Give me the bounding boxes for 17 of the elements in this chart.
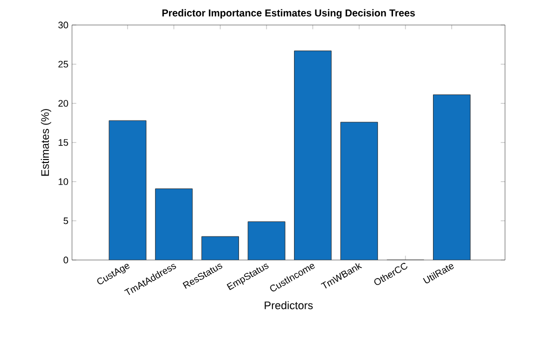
bar (155, 188, 192, 260)
y-axis-title: Estimates (%) (40, 109, 52, 176)
bar (432, 94, 471, 260)
bar (248, 222, 286, 260)
y-tick-label: 5 (64, 218, 68, 224)
bar (109, 120, 146, 260)
chart-title: Predictor Importance Estimates Using Decision Trees (162, 9, 415, 18)
y-tick-label: 30 (58, 22, 68, 28)
y-tick-label: 0 (64, 256, 68, 264)
bar (340, 122, 378, 260)
y-tick-label: 15 (58, 139, 68, 146)
y-tick-label: 10 (58, 178, 68, 186)
bar (294, 50, 332, 260)
y-tick-label: 25 (58, 60, 68, 68)
x-axis-title: Predictors (264, 301, 313, 310)
bar (202, 236, 239, 260)
y-tick-label: 20 (58, 100, 68, 107)
